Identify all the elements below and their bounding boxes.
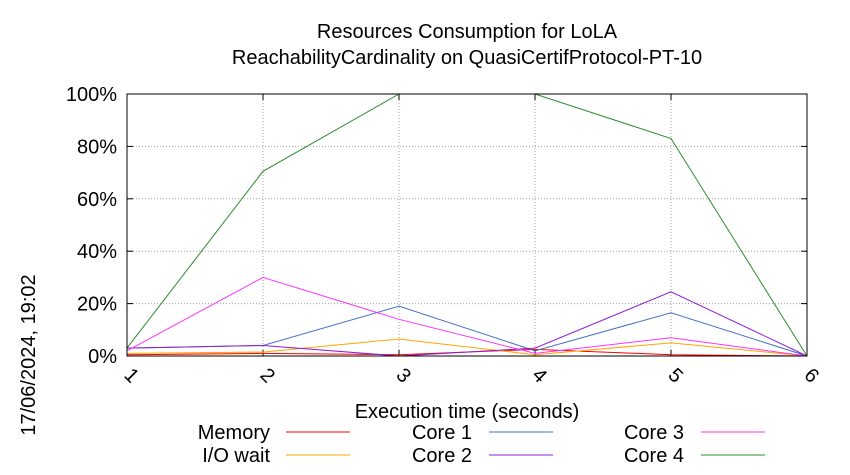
y-axis-ticks: 0% 20% 40% 60% 80% 100% xyxy=(66,84,807,368)
x-tick-label: 1 xyxy=(120,364,143,387)
x-tick-label: 3 xyxy=(392,364,415,387)
legend-label: I/O wait xyxy=(202,445,270,467)
series-line-core-1 xyxy=(126,305,808,357)
x-tick-label: 6 xyxy=(800,364,823,387)
y-tick-label: 20% xyxy=(77,294,117,316)
legend-label: Memory xyxy=(198,422,270,444)
x-tick-label: 2 xyxy=(256,364,279,387)
plot-border xyxy=(126,93,808,357)
y-tick-label: 60% xyxy=(77,189,117,211)
y-tick-label: 40% xyxy=(77,241,117,263)
series-line-core-2 xyxy=(126,291,808,357)
series-lines xyxy=(126,93,808,357)
y-tick-label: 100% xyxy=(66,84,117,106)
x-tick-label: 4 xyxy=(528,364,551,387)
x-tick-label: 5 xyxy=(664,364,687,387)
grid-lines xyxy=(127,94,807,356)
series-line-i-o-wait xyxy=(126,338,808,357)
chart-title-line1: Resources Consumption for LoLA xyxy=(317,21,618,43)
legend-label: Core 4 xyxy=(624,445,684,467)
legend-label: Core 3 xyxy=(624,422,684,444)
series-line-core-3 xyxy=(126,276,808,357)
y-tick-label: 80% xyxy=(77,136,117,158)
chart-title-line2: ReachabilityCardinality on QuasiCertifPr… xyxy=(232,47,702,69)
x-axis-label: Execution time (seconds) xyxy=(355,401,580,423)
legend-label: Core 1 xyxy=(412,422,472,444)
y-tick-label: 0% xyxy=(88,346,117,368)
side-timestamp-label: 17/06/2024, 19:02 xyxy=(18,274,40,435)
series-line-core-4 xyxy=(126,93,808,357)
legend-label: Core 2 xyxy=(412,445,472,467)
